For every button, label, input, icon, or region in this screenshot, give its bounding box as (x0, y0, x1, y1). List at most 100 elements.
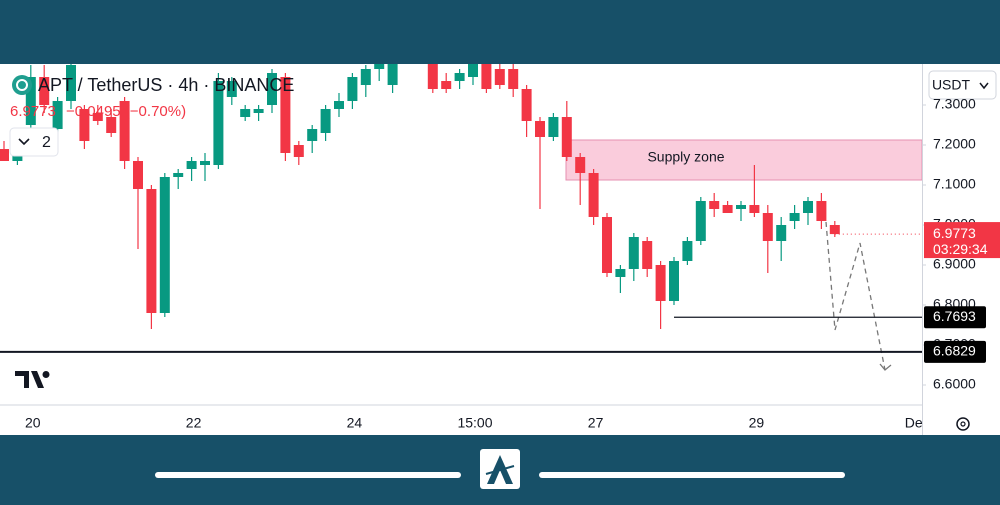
candle-body (293, 145, 304, 157)
indicator-count: 2 (42, 134, 51, 151)
indicators-toggle[interactable] (9, 127, 59, 157)
symbol-title: APT / TetherUS · 4h · BINANCE (38, 75, 294, 95)
candle-body (133, 161, 143, 189)
legend: APT / TetherUS · 4h · BINANCE 6.9773 −0.… (9, 75, 294, 157)
candle-body (682, 241, 693, 261)
y-tick-label: 7.1000 (933, 176, 976, 192)
candle-body (655, 265, 666, 301)
candle-body (789, 213, 800, 221)
candle-body (481, 64, 492, 89)
last-price: 6.9773 (10, 103, 56, 120)
candle-body (669, 261, 679, 301)
x-tick-label: 27 (588, 415, 604, 431)
candle-body (816, 201, 827, 221)
x-tick-label: 22 (186, 415, 202, 431)
y-tick-label: 7.3000 (933, 96, 976, 112)
projection-path (825, 221, 886, 371)
y-tick-label: 6.6000 (933, 376, 976, 392)
candle-body (240, 109, 251, 117)
supply-zone (565, 139, 922, 181)
candle-body (360, 69, 371, 85)
projection-arrow (879, 363, 892, 371)
candle-body (762, 213, 773, 241)
candle-body (39, 77, 50, 105)
candle-body (0, 149, 9, 161)
candle-body (468, 64, 478, 77)
candle-body (588, 173, 599, 217)
candle-body (213, 81, 224, 165)
candle-body (454, 73, 465, 81)
y-tick-label: 6.9000 (933, 256, 976, 272)
price-change: −0.0495 (−0.70%) (66, 103, 186, 120)
tv-logo (15, 371, 50, 388)
candle-body (119, 101, 130, 161)
last-price-bg (924, 222, 1000, 259)
candle-body (334, 101, 344, 109)
countdown: 03:29:34 (933, 241, 988, 257)
candle-body (186, 161, 197, 169)
candle-body (427, 64, 438, 89)
currency-button[interactable] (928, 70, 997, 100)
candle-body (535, 121, 545, 137)
candle-body (561, 117, 572, 157)
candle-body (722, 205, 733, 213)
candle-body (803, 201, 813, 213)
x-tick-label: 20 (25, 415, 41, 431)
candle-body (642, 241, 653, 269)
nav-line-right (539, 472, 845, 478)
price-axis: USDT 6.60006.70006.80006.90007.00007.100… (922, 64, 1000, 435)
candle-body (709, 201, 720, 209)
overlay: 20 22 24 15:00 27 29 Dec (0, 221, 930, 431)
x-tick-label: 15:00 (457, 415, 492, 431)
candle-body (749, 205, 760, 213)
candle-body (200, 161, 210, 165)
candle-body (79, 109, 90, 141)
candle-body (280, 77, 291, 153)
level-label: 6.7693 (933, 308, 976, 324)
top-band (0, 0, 1000, 64)
candle-body (92, 113, 103, 121)
level-label-bg (924, 306, 986, 329)
candle-body (387, 64, 398, 85)
level-label-bg (924, 340, 986, 363)
settings-icon-center (960, 421, 966, 427)
x-tick-label: 24 (347, 415, 363, 431)
brand-logo-swoosh (485, 465, 515, 475)
candle-body (52, 101, 63, 129)
settings-icon[interactable] (956, 417, 970, 431)
candle-body (159, 177, 170, 313)
candle-body (25, 77, 36, 125)
symbol-icon-ring (16, 79, 28, 91)
x-tick-label: 29 (749, 415, 765, 431)
toggle-chevron (18, 138, 30, 146)
symbol-icon (12, 75, 32, 95)
candle-body (347, 77, 358, 101)
candle-body (267, 73, 277, 105)
candle-body (521, 89, 532, 121)
candle-body (508, 69, 519, 89)
candle-body (173, 173, 184, 177)
candle-body (695, 201, 706, 241)
level-label: 6.6829 (933, 343, 976, 359)
candle-body (615, 269, 626, 277)
candle-body (829, 225, 840, 235)
candle-body (106, 117, 117, 133)
candle-body (494, 69, 505, 85)
candle-body (602, 217, 612, 273)
candle-body (226, 81, 237, 97)
zone-label: Supply zone (647, 149, 724, 165)
candle-body (776, 225, 787, 241)
candle-body (320, 109, 331, 133)
bottom-bar (0, 435, 1000, 500)
candle-body (575, 157, 586, 173)
candle-body (628, 237, 639, 269)
candle-body (736, 205, 746, 209)
last-price-label: 6.9773 (933, 225, 976, 241)
candle-body (548, 117, 559, 137)
y-tick-label: 7.2000 (933, 136, 976, 152)
candle-body (374, 64, 385, 69)
currency: USDT (932, 77, 971, 93)
candle-body (307, 129, 318, 141)
